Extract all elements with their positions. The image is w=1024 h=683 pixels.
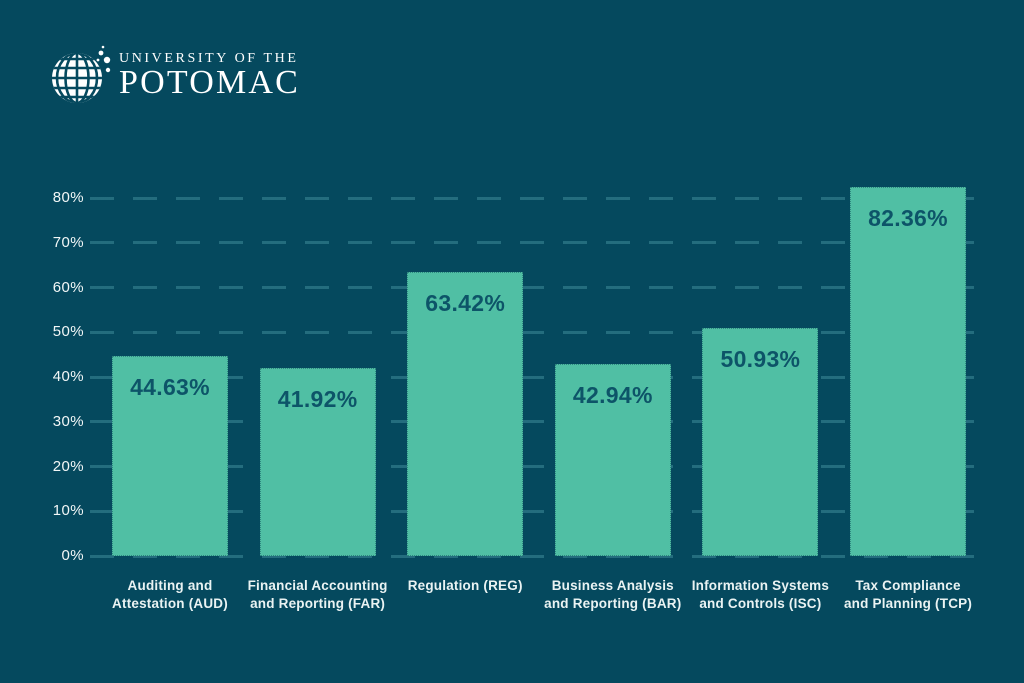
gridline-80% bbox=[90, 196, 985, 200]
y-tick-label-30%: 30% bbox=[52, 412, 84, 430]
category-label-line: Regulation (REG) bbox=[407, 578, 523, 593]
university-logo: UNIVERSITY OF THE POTOMAC bbox=[50, 42, 300, 106]
bar-value-label: 63.42% bbox=[425, 290, 506, 317]
bar-Business Analysis and Reporting (BAR): 42.94% bbox=[554, 363, 671, 556]
category-label-Information Systems and Controls (ISC): Information Systems and Controls (ISC) bbox=[680, 577, 840, 612]
bar-Tax Compliance and Planning (TCP): 82.36% bbox=[850, 187, 966, 556]
category-label-line: and Reporting (FAR) bbox=[250, 595, 386, 611]
gridline-10% bbox=[90, 509, 985, 513]
bar-Information Systems and Controls (ISC): 50.93% bbox=[702, 328, 819, 556]
logo-line-university-of-the: UNIVERSITY OF THE bbox=[119, 51, 299, 66]
bar-value-label: 42.94% bbox=[572, 381, 653, 408]
gridline-0% bbox=[90, 554, 985, 558]
logo-line-potomac: POTOMAC bbox=[119, 64, 301, 101]
y-tick-label-20%: 20% bbox=[52, 457, 84, 475]
gridline-30% bbox=[90, 420, 985, 424]
bar-value-label: 41.92% bbox=[277, 386, 358, 413]
y-tick-label-60%: 60% bbox=[52, 278, 84, 296]
bar-Regulation (REG): 63.42% bbox=[407, 272, 524, 556]
y-tick-label-0%: 0% bbox=[61, 547, 84, 564]
category-label-line: and Reporting (BAR) bbox=[544, 595, 682, 611]
bar-Auditing and Attestation (AUD): 44.63% bbox=[112, 356, 228, 556]
gridline-40% bbox=[90, 375, 985, 379]
category-label-line: and Planning (TCP) bbox=[843, 595, 973, 611]
category-label-line: Auditing and bbox=[127, 578, 213, 593]
y-tick-label-80%: 80% bbox=[52, 189, 84, 206]
bar-value-label: 82.36% bbox=[868, 205, 948, 232]
category-label-Regulation (REG): Regulation (REG) bbox=[385, 577, 545, 595]
category-label-Financial Accounting and Reporting (FAR): Financial Accounting and Reporting (FAR) bbox=[238, 577, 398, 612]
bar-value-label: 44.63% bbox=[130, 374, 210, 401]
logo-wordmark: UNIVERSITY OF THE POTOMAC bbox=[119, 42, 301, 101]
y-tick-label-70%: 70% bbox=[52, 233, 84, 251]
gridline-50% bbox=[90, 330, 985, 334]
category-label-Business Analysis and Reporting (BAR): Business Analysis and Reporting (BAR) bbox=[533, 577, 693, 612]
y-tick-label-50%: 50% bbox=[52, 323, 84, 341]
gridline-70% bbox=[90, 241, 985, 245]
category-label-line: Information Systems bbox=[691, 578, 830, 593]
bar-Financial Accounting and Reporting (FAR): 41.92% bbox=[259, 368, 376, 556]
bar-value-label: 50.93% bbox=[720, 346, 801, 373]
category-label-line: Business Analysis bbox=[551, 578, 674, 593]
gridline-20% bbox=[90, 465, 985, 468]
category-label-line: Tax Compliance bbox=[855, 578, 961, 593]
gridline-60% bbox=[90, 286, 985, 289]
category-label-line: Financial Accounting bbox=[247, 578, 388, 593]
category-label-Auditing and Attestation (AUD): Auditing and Attestation (AUD) bbox=[90, 577, 250, 612]
category-label-line: Attestation (AUD) bbox=[112, 595, 228, 611]
y-tick-label-10%: 10% bbox=[52, 502, 84, 520]
category-label-Tax Compliance and Planning (TCP): Tax Compliance and Planning (TCP) bbox=[828, 577, 988, 612]
globe-icon bbox=[52, 45, 111, 103]
y-tick-label-40%: 40% bbox=[52, 368, 84, 385]
category-label-line: and Controls (ISC) bbox=[699, 595, 822, 611]
